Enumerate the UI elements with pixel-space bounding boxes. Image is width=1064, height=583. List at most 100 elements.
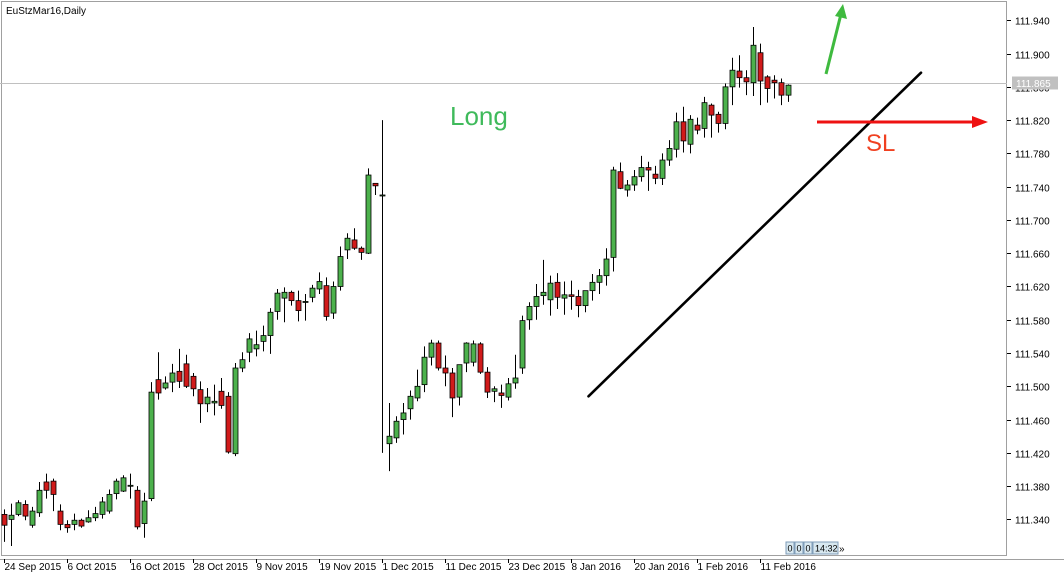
- bull-candle-body: [547, 282, 554, 301]
- bear-candle-body: [57, 510, 64, 525]
- candle: [337, 246, 344, 291]
- candle: [316, 272, 323, 294]
- candle: [190, 372, 197, 397]
- time-tick-label: 23 Dec 2015: [509, 562, 566, 573]
- candle: [358, 246, 365, 260]
- candle: [36, 481, 43, 517]
- bear-candle-body: [477, 343, 484, 373]
- chart-title: EuStzMar16,Daily: [6, 6, 86, 17]
- candle: [757, 43, 764, 106]
- candle: [197, 381, 204, 423]
- bull-candle-body: [414, 385, 421, 399]
- candle: [743, 70, 750, 96]
- candle: [435, 340, 442, 371]
- candle: [470, 340, 477, 367]
- bear-candle-body: [372, 182, 379, 187]
- candle: [778, 78, 785, 106]
- candle: [183, 354, 190, 388]
- bull-candle-body: [267, 311, 274, 336]
- bear-candle-body: [197, 389, 204, 405]
- candle: [232, 363, 239, 457]
- status-label-3: 0: [806, 544, 811, 554]
- bear-candle-body: [50, 480, 57, 495]
- bull-candle-body: [589, 281, 596, 292]
- bear-candle-body: [288, 291, 295, 302]
- bull-candle-body: [701, 102, 708, 129]
- candle: [379, 120, 386, 453]
- annotations: Long SL: [450, 4, 988, 157]
- candle: [561, 281, 568, 315]
- candle: [463, 342, 470, 373]
- candle: [29, 506, 36, 528]
- candle: [302, 293, 309, 321]
- time-tick-label: 28 Oct 2015: [194, 562, 249, 573]
- candle: [617, 162, 624, 190]
- candle: [8, 503, 15, 547]
- status-time-box[interactable]: [812, 541, 839, 555]
- candle: [22, 500, 29, 521]
- candle: [785, 84, 792, 102]
- bear-candle-body: [183, 363, 190, 387]
- candle: [540, 259, 547, 305]
- candle: [1, 509, 8, 542]
- bull-candle-body: [239, 359, 246, 369]
- bear-candle-body: [218, 390, 225, 406]
- bear-candle-body: [617, 171, 624, 189]
- candle: [554, 273, 561, 309]
- time-tick-label: 11 Feb 2016: [761, 562, 817, 573]
- bull-candle-body: [393, 420, 400, 439]
- bull-candle-body: [92, 513, 99, 519]
- candle: [680, 106, 687, 153]
- long-label: Long: [450, 101, 508, 131]
- candle: [148, 382, 155, 502]
- status-box-1[interactable]: [785, 541, 795, 555]
- bull-candle-body: [428, 342, 435, 358]
- candle: [736, 55, 743, 88]
- candle: [253, 330, 260, 357]
- candle: [624, 180, 631, 197]
- candle: [568, 280, 575, 310]
- candle: [372, 182, 379, 195]
- price-tick-label: 111.420: [1015, 450, 1050, 461]
- candle: [512, 354, 519, 389]
- time-tick-label: 6 Oct 2015: [68, 562, 117, 573]
- status-box-2[interactable]: [794, 541, 804, 555]
- candle: [491, 386, 498, 403]
- bear-candle-body: [708, 104, 715, 116]
- bull-candle-body: [106, 494, 113, 512]
- candle: [92, 506, 99, 522]
- support-trendline[interactable]: [587, 71, 923, 398]
- bull-candle-body: [624, 184, 631, 191]
- bear-candle-body: [78, 519, 85, 527]
- candle: [421, 346, 428, 393]
- bear-candle-body: [64, 523, 71, 529]
- bull-candle-body: [274, 292, 281, 312]
- status-box-3[interactable]: [803, 541, 813, 555]
- sl-label: SL: [866, 130, 895, 157]
- candle: [323, 277, 330, 321]
- candle: [43, 473, 50, 499]
- bull-candle-body: [337, 256, 344, 287]
- candle: [71, 513, 78, 531]
- bull-candle-body: [456, 364, 463, 398]
- bull-candle-body: [561, 294, 568, 299]
- candle: [645, 161, 652, 191]
- price-tick-label: 111.900: [1015, 51, 1050, 62]
- candle: [211, 384, 218, 416]
- bear-candle-body: [134, 489, 141, 528]
- bull-candle-body: [526, 306, 533, 321]
- chevron-right-icon[interactable]: »: [839, 544, 845, 555]
- candle: [729, 57, 736, 106]
- bear-candle-body: [554, 281, 561, 298]
- bear-candle-body: [323, 285, 330, 317]
- candle: [85, 510, 92, 523]
- candle: [155, 352, 162, 400]
- candle: [687, 115, 694, 154]
- candle: [99, 496, 106, 519]
- bull-candle-body: [15, 502, 22, 515]
- candle: [274, 288, 281, 320]
- time-tick-label: 8 Jan 2016: [572, 562, 622, 573]
- price-axis: 111.940111.900111.860111.820111.780111.7…: [1007, 17, 1058, 527]
- candle: [50, 478, 57, 512]
